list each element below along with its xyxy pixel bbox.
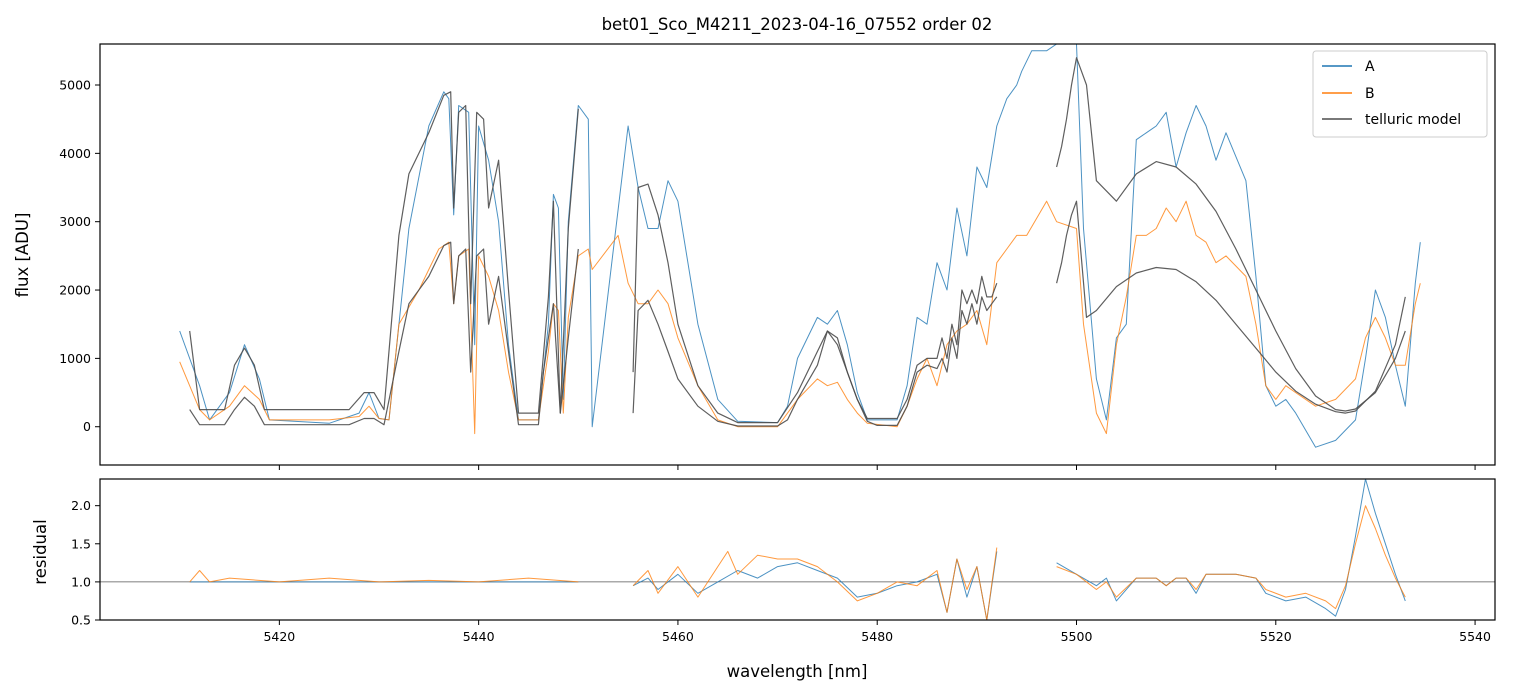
bottom-series-0-line-1 [632,551,998,620]
top-series-2-line-3 [632,183,998,424]
chart-title: bet01_Sco_M4211_2023-04-16_07552 order 0… [602,15,993,35]
bottom-x-tick-label-4: 5500 [1061,629,1093,644]
top-plot-area [179,44,1421,448]
bottom-plot-area [100,479,1495,620]
top-series-2-line-1 [632,296,998,427]
bottom-x-tick-label-1: 5440 [463,629,495,644]
legend-label-a: A [1365,59,1375,75]
legend: A B telluric model [1312,50,1488,138]
bottom-x-tick-label-6: 5540 [1459,629,1491,644]
bottom-y-ticks: 0.5 1.0 1.5 2.0 [71,498,100,628]
top-y-tick-label-5: 5000 [59,78,91,93]
bottom-x-ticks: 5420 5440 5460 5480 5500 5520 5540 [263,620,1491,644]
top-series-2-line-4 [1056,57,1406,412]
top-y-ticks: 0 1000 2000 3000 4000 5000 [59,78,100,434]
bottom-panel: 0.5 1.0 1.5 2.0 5420 5440 5460 5480 5500 5520 554… [31,478,1496,681]
bottom-series-1-line-2 [1056,505,1406,610]
top-series-2-line-2 [189,91,579,414]
bottom-series-0-line-2 [1056,479,1406,617]
bottom-x-tick-label-5: 5520 [1260,629,1292,644]
bottom-axes-frame [99,478,1496,621]
top-x-ticks [278,465,1476,470]
bottom-series-1-line-0 [189,570,579,583]
legend-box [1312,50,1488,138]
top-y-tick-label-3: 3000 [59,214,91,229]
x-axis-label: wavelength [nm] [727,662,868,681]
bottom-series-1-line-1 [632,547,998,620]
top-y-tick-label-1: 1000 [59,351,91,366]
top-series-1-line-0 [179,200,1421,435]
top-panel: 0 1000 2000 3000 4000 5000 flux [ADU] A B tel… [13,43,1496,470]
top-axes-frame [99,43,1496,466]
bottom-y-axis-label: residual [31,519,50,584]
top-series-2-line-5 [1056,200,1406,414]
bottom-x-tick-label-3: 5480 [861,629,893,644]
bottom-y-tick-label-0: 0.5 [71,613,91,628]
legend-label-telluric-model: telluric model [1365,112,1461,128]
bottom-x-tick-label-0: 5420 [263,629,295,644]
top-y-tick-label-4: 4000 [59,146,91,161]
bottom-x-tick-label-2: 5460 [662,629,694,644]
legend-label-b: B [1365,86,1375,102]
top-series-2-line-0 [189,241,579,426]
bottom-y-tick-label-3: 2.0 [71,498,91,513]
bottom-y-tick-label-2: 1.5 [71,536,91,551]
top-y-tick-label-2: 2000 [59,283,91,298]
bottom-y-tick-label-1: 1.0 [71,574,91,589]
top-y-tick-label-0: 0 [83,419,91,434]
top-y-axis-label: flux [ADU] [13,213,32,298]
